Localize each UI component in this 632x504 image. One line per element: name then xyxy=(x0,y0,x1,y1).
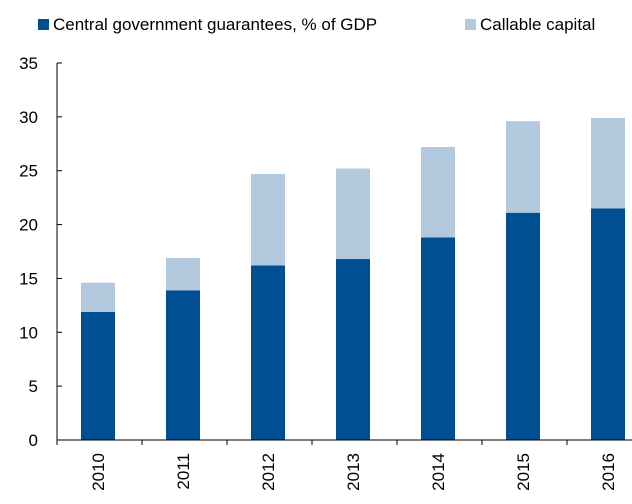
bar-2016-series-1 xyxy=(591,208,625,440)
bar-2010-series-2 xyxy=(81,282,115,312)
y-tick-label-5: 5 xyxy=(29,377,38,396)
x-tick-label-2010: 2010 xyxy=(89,453,108,491)
x-tick-labels: 2010 2011 2012 2013 2014 2015 2016 xyxy=(89,453,618,491)
x-tick-label-2016: 2016 xyxy=(599,453,618,491)
bars xyxy=(81,117,625,440)
y-tick-label-35: 35 xyxy=(19,54,38,73)
y-tick-label-20: 20 xyxy=(19,216,38,235)
y-tick-label-30: 30 xyxy=(19,108,38,127)
y-tick-label-15: 15 xyxy=(19,269,38,288)
bar-2013-series-1 xyxy=(336,259,370,440)
bar-2010-series-1 xyxy=(81,311,115,440)
bar-2011-series-1 xyxy=(166,290,200,440)
x-tick-label-2012: 2012 xyxy=(259,453,278,491)
bar-2015-series-1 xyxy=(506,212,540,440)
legend-label-2: Callable capital xyxy=(480,15,595,34)
y-tick-label-10: 10 xyxy=(19,323,38,342)
legend-swatch-2 xyxy=(465,19,476,30)
bar-2016-series-2 xyxy=(591,117,625,209)
bar-2015-series-2 xyxy=(506,121,540,213)
y-tick-label-0: 0 xyxy=(29,431,38,450)
legend-swatch-1 xyxy=(38,19,49,30)
bar-2012-series-1 xyxy=(251,265,285,440)
bar-2014-series-2 xyxy=(421,147,455,238)
bar-2013-series-2 xyxy=(336,168,370,260)
bar-2011-series-2 xyxy=(166,257,200,291)
x-tick-label-2011: 2011 xyxy=(174,453,193,490)
y-tick-label-25: 25 xyxy=(19,162,38,181)
y-tick-labels: 0 5 10 15 20 25 30 35 xyxy=(19,54,38,450)
x-tick-label-2014: 2014 xyxy=(429,453,448,491)
legend: Central government guarantees, % of GDP C… xyxy=(38,15,595,34)
bar-2014-series-1 xyxy=(421,237,455,440)
bar-2012-series-2 xyxy=(251,173,285,266)
x-tick-label-2015: 2015 xyxy=(514,453,533,491)
legend-label-1: Central government guarantees, % of GDP xyxy=(53,15,377,34)
x-tick-label-2013: 2013 xyxy=(344,453,363,491)
axes xyxy=(56,62,632,445)
